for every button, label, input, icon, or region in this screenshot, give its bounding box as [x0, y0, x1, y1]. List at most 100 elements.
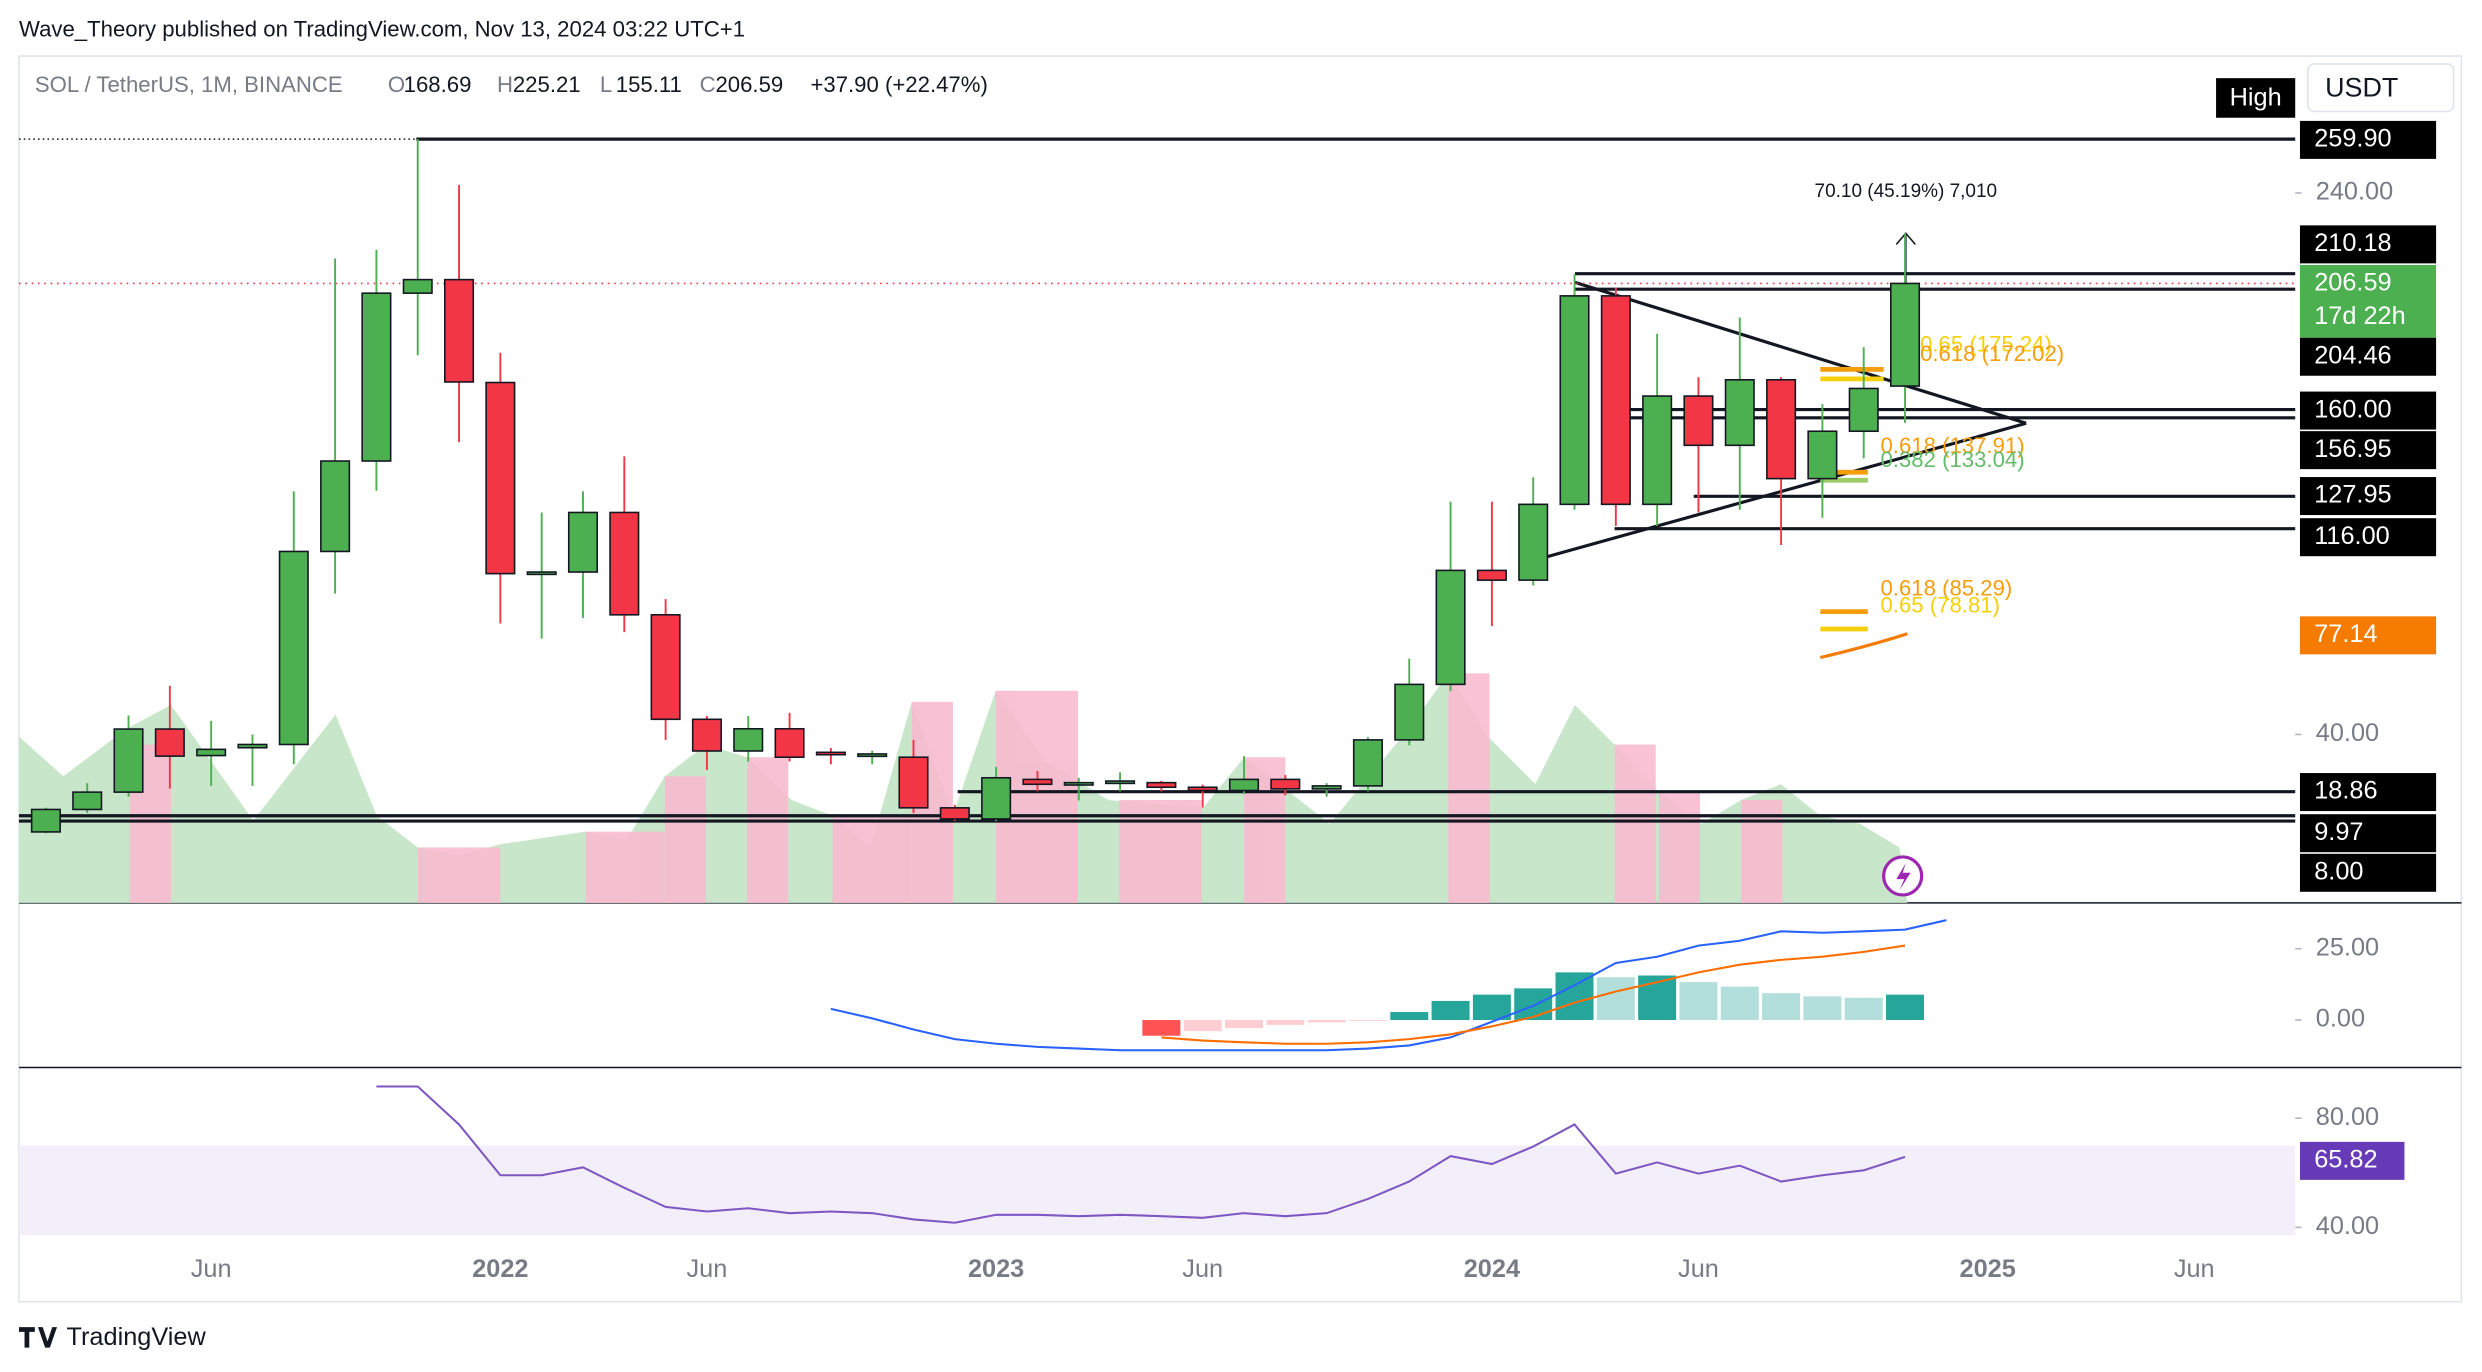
candle-body	[1683, 395, 1714, 447]
ohlc-value: 168.69	[404, 72, 472, 97]
level-label: 8.00	[2314, 857, 2363, 885]
candle-body	[1518, 503, 1549, 581]
macd-histogram-bar	[1803, 996, 1842, 1021]
level-label-box	[2299, 391, 2437, 430]
level-label: 77.14	[2314, 620, 2377, 648]
candle-body	[1435, 569, 1466, 686]
candle-body	[774, 727, 805, 758]
candle-body	[1600, 295, 1631, 506]
candle-body	[1022, 778, 1053, 786]
level-label: 160.00	[2314, 395, 2391, 423]
candle-body	[1559, 295, 1590, 506]
x-tick-label: Jun	[1182, 1255, 1223, 1283]
rsi-band	[18, 1145, 2296, 1236]
candle-body	[1766, 379, 1797, 480]
fib-label: 0.618 (172.02)	[1920, 341, 2064, 366]
measurement: 70.10 (45.19%) 7,010	[1815, 181, 1998, 202]
y-tick-label: 80.00	[2316, 1103, 2379, 1131]
candle-body	[1146, 781, 1177, 789]
level-label-box	[2299, 477, 2437, 516]
level-label-box	[2299, 120, 2437, 159]
candle-body	[1063, 781, 1094, 786]
y-tick-label: 25.00	[2316, 933, 2379, 961]
y-tick-label: 240.00	[2316, 178, 2393, 206]
candle-body	[1807, 430, 1838, 480]
price-source[interactable]: High	[2230, 83, 2282, 111]
fib-label: 0.65 (78.81)	[1880, 593, 1999, 618]
event-icon-bolt	[1896, 863, 1911, 891]
candle-body	[444, 278, 475, 383]
candle-body	[733, 727, 764, 752]
y-tick-label: 40.00	[2316, 1212, 2379, 1240]
candle-body	[72, 791, 103, 811]
y-tick-label: 0.00	[2316, 1005, 2365, 1033]
candle-body	[1270, 778, 1301, 790]
level-label-box	[2299, 814, 2437, 853]
ema-line	[1819, 632, 1908, 660]
candle-body	[1724, 379, 1755, 447]
macd-histogram-bar	[1431, 1000, 1470, 1021]
rsi-label: 65.82	[2314, 1146, 2377, 1174]
candle-body	[113, 728, 144, 793]
ohlc-key: H	[497, 72, 513, 97]
level-label-box	[2299, 853, 2437, 892]
ohlc-key: C	[700, 72, 716, 97]
candle-body	[857, 753, 888, 758]
candle-body	[1105, 780, 1136, 785]
x-tick-label: 2023	[968, 1255, 1024, 1283]
logo	[18, 1327, 57, 1348]
signal-line	[1161, 944, 1906, 1045]
level-label: 18.86	[2314, 777, 2377, 805]
x-tick-label: 2022	[472, 1255, 528, 1283]
level-label: 210.18	[2314, 229, 2391, 257]
currency[interactable]: USDT	[2325, 72, 2398, 102]
macd-histogram-bar	[1183, 1020, 1222, 1032]
level-label: 127.95	[2314, 481, 2391, 509]
macd-histogram-bar	[1390, 1012, 1429, 1021]
level-label: 259.90	[2314, 125, 2391, 153]
x-tick-label: 2024	[1464, 1255, 1520, 1283]
level-label-box	[2299, 264, 2437, 338]
macd-histogram-bar	[1596, 977, 1635, 1021]
candle-body	[526, 571, 557, 576]
macd-histogram-bar	[1720, 986, 1759, 1021]
rsi-label-box	[2299, 1141, 2405, 1180]
y-tick-label: 40.00	[2316, 719, 2379, 747]
level-label: 206.59	[2314, 269, 2391, 297]
change: +37.90 (+22.47%)	[810, 72, 987, 97]
x-tick-label: Jun	[191, 1255, 232, 1283]
level-label-box	[2299, 773, 2437, 812]
macd-histogram-bar	[1679, 982, 1718, 1021]
candle-body	[30, 808, 61, 833]
candle-body	[1228, 778, 1260, 792]
candle-body	[196, 748, 227, 757]
candle-body	[609, 511, 640, 616]
level-label-box	[2299, 616, 2437, 655]
candle-body	[939, 807, 970, 820]
triangle-drawing	[1542, 280, 2027, 560]
x-tick-label: Jun	[1678, 1255, 1719, 1283]
symbol: SOL / TetherUS, 1M, BINANCE	[35, 72, 343, 97]
frame	[18, 55, 2463, 1303]
ohlc-value: 155.11	[616, 72, 682, 97]
macd-histogram-bar	[1555, 972, 1594, 1021]
candle-body	[320, 460, 351, 553]
x-tick-label: 2025	[1960, 1255, 2016, 1283]
macd-histogram-bar	[1886, 994, 1925, 1021]
price-source-box[interactable]	[2216, 78, 2296, 118]
level-label: 116.00	[2314, 522, 2390, 550]
currency-box[interactable]	[2307, 63, 2455, 113]
macd-histogram-bar	[1348, 1020, 1387, 1021]
candle-body	[691, 718, 722, 752]
level-label-box	[2299, 225, 2437, 264]
level-label: 156.95	[2314, 435, 2391, 463]
candle-body	[402, 278, 433, 294]
candle-body	[361, 292, 392, 462]
rsi-line	[376, 1085, 1906, 1224]
candle-body	[1311, 785, 1342, 790]
brand: TradingView	[66, 1323, 206, 1351]
candle-body	[1394, 683, 1425, 741]
candle-body	[485, 381, 516, 575]
